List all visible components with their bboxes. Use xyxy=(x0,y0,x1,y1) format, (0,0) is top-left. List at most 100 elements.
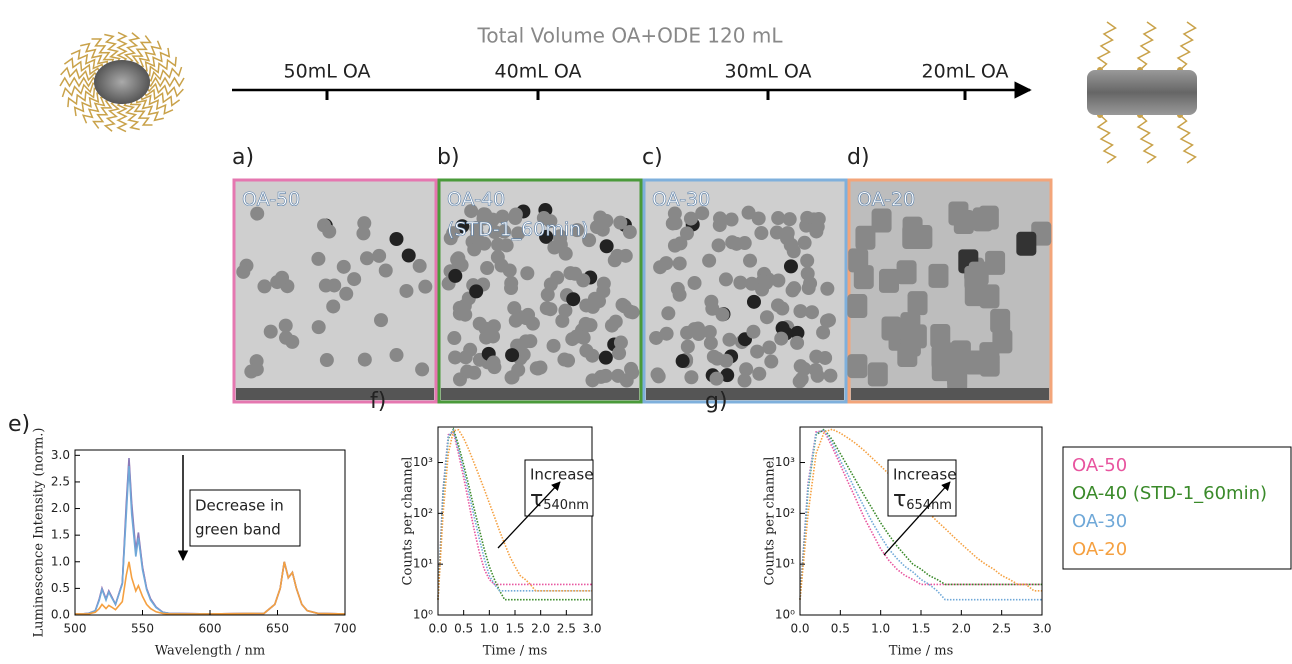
particle xyxy=(771,273,786,288)
particle xyxy=(582,233,597,248)
ligand xyxy=(123,100,140,131)
particle xyxy=(719,353,734,368)
particle xyxy=(764,354,779,369)
ligand xyxy=(140,47,171,72)
ligand xyxy=(129,99,153,126)
particle xyxy=(378,263,393,278)
particle xyxy=(702,324,717,339)
y-tick-label: 10¹ xyxy=(413,557,433,571)
y-axis-label: Luminescence Intensity (norm.) xyxy=(32,427,47,637)
ligand xyxy=(1136,21,1157,71)
particle xyxy=(881,316,902,341)
rod-core xyxy=(1087,70,1197,115)
particle xyxy=(855,225,876,250)
particle xyxy=(816,325,831,340)
particle xyxy=(793,304,808,319)
particle xyxy=(755,282,770,297)
particle xyxy=(783,259,798,274)
x-tick-label: 2.5 xyxy=(557,622,576,636)
ligand xyxy=(136,40,163,68)
particle xyxy=(759,310,774,325)
particle xyxy=(819,314,834,329)
x-tick-label: 2.0 xyxy=(952,622,971,636)
particle xyxy=(724,212,739,227)
particle xyxy=(558,246,573,261)
ligand xyxy=(144,82,184,98)
particle xyxy=(622,224,637,239)
particle xyxy=(598,350,613,365)
series-line xyxy=(437,430,592,600)
particle xyxy=(592,294,607,309)
y-tick-label: 10⁰ xyxy=(413,608,433,622)
particle xyxy=(964,282,985,307)
ligand xyxy=(131,35,152,66)
particle xyxy=(712,218,727,233)
panel-letter: c) xyxy=(642,145,663,170)
series-line xyxy=(799,428,1042,600)
particle xyxy=(794,371,809,386)
particle xyxy=(412,258,427,273)
x-tick-label: 1.0 xyxy=(871,622,890,636)
particle xyxy=(359,251,374,266)
step-label: 20mL OA xyxy=(922,61,1009,83)
particle xyxy=(399,283,414,298)
ligand xyxy=(1176,21,1197,71)
x-tick-label: 0.5 xyxy=(454,622,473,636)
particle xyxy=(770,298,785,313)
y-tick-label: 2.0 xyxy=(51,501,70,515)
annotation: green band xyxy=(195,521,281,539)
particle xyxy=(687,322,702,337)
particle xyxy=(649,330,664,345)
particle xyxy=(443,231,458,246)
ligand xyxy=(116,31,128,64)
ligand xyxy=(1096,114,1117,164)
particle xyxy=(339,286,354,301)
particle xyxy=(687,275,702,290)
particle xyxy=(599,239,614,254)
particle xyxy=(774,331,789,346)
x-tick-label: 1.0 xyxy=(480,622,499,636)
particle xyxy=(418,279,433,294)
particle xyxy=(458,350,473,365)
particle xyxy=(733,275,748,290)
particle xyxy=(972,207,993,232)
particle xyxy=(668,216,683,231)
ligand xyxy=(91,38,115,65)
particle xyxy=(469,284,484,299)
particle xyxy=(275,270,290,285)
particle xyxy=(823,368,838,383)
scale-strip xyxy=(646,388,844,400)
particle xyxy=(389,232,404,247)
panel-letter: e) xyxy=(8,412,30,437)
particle xyxy=(737,236,752,251)
x-tick-label: 0.0 xyxy=(790,622,809,636)
particle xyxy=(948,201,969,226)
particle xyxy=(871,208,892,233)
particle xyxy=(907,291,928,316)
annotation-arrow xyxy=(883,481,951,556)
particle xyxy=(722,332,737,347)
particle xyxy=(491,237,506,252)
panel-letter: b) xyxy=(437,145,460,170)
particle xyxy=(357,352,372,367)
particle xyxy=(902,216,923,241)
step-label: 40mL OA xyxy=(495,61,582,83)
particle xyxy=(848,248,869,273)
ligand xyxy=(1096,21,1117,71)
series-line xyxy=(75,561,346,615)
particle xyxy=(508,313,523,328)
particle xyxy=(497,224,512,239)
particle xyxy=(566,292,581,307)
particle xyxy=(709,371,724,386)
legend-box xyxy=(1062,446,1292,570)
y-tick-label: 10⁰ xyxy=(775,608,795,622)
particle xyxy=(783,238,798,253)
particle xyxy=(804,305,819,320)
particle xyxy=(546,338,561,353)
particle xyxy=(401,248,416,263)
particle xyxy=(672,256,687,271)
particle xyxy=(803,276,818,291)
particle xyxy=(576,273,591,288)
particle xyxy=(536,211,551,226)
